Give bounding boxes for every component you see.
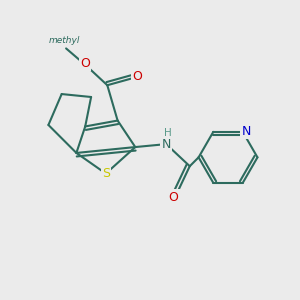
Text: N: N [161,138,171,151]
Text: N: N [242,125,251,138]
Text: S: S [102,167,110,180]
Text: O: O [132,70,142,83]
Text: H: H [164,128,172,138]
Text: methyl: methyl [49,37,80,46]
Text: O: O [80,57,90,70]
Text: O: O [169,190,178,204]
